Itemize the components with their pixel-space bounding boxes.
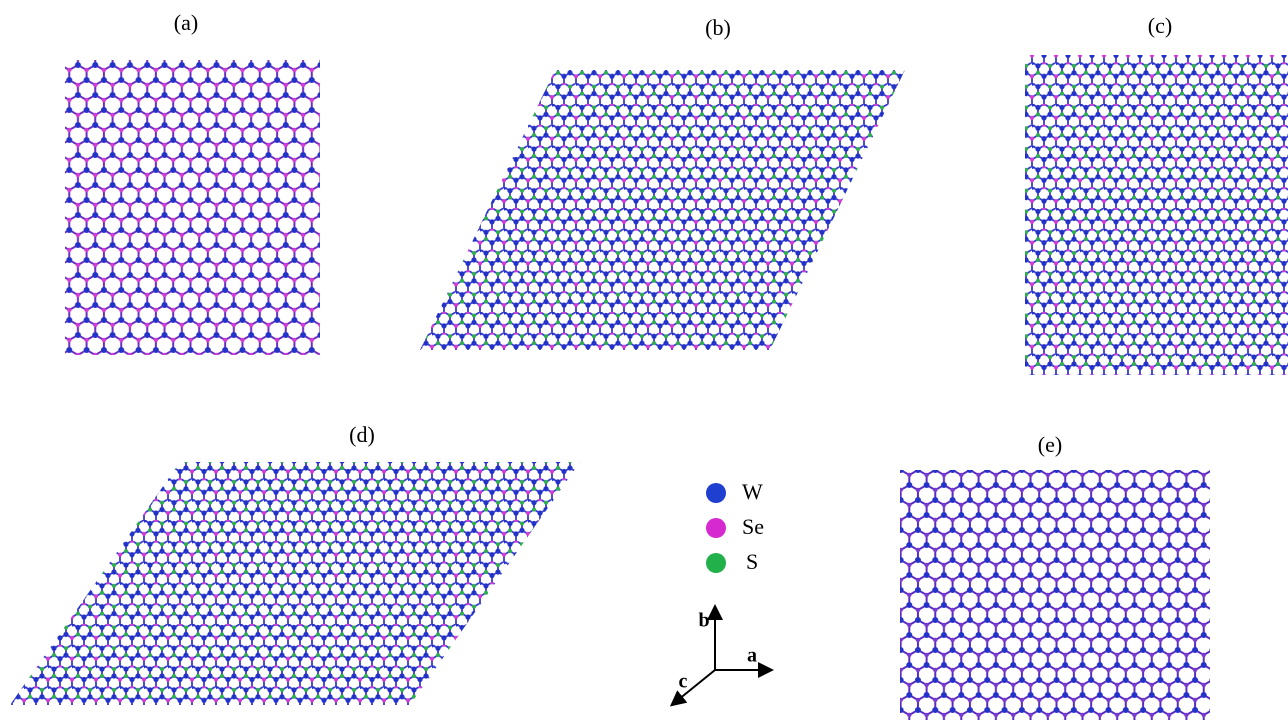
legend-label: W (742, 479, 763, 504)
axis-label: a (747, 645, 757, 667)
lattice-c (1025, 55, 1288, 375)
axis-label: c (679, 671, 688, 693)
axis-label: b (698, 610, 709, 632)
legend-label: Se (742, 514, 764, 539)
lattice-d (10, 462, 580, 705)
legend-label: S (746, 549, 758, 574)
legend-swatch (706, 483, 726, 503)
panel-label: (e) (1038, 432, 1062, 457)
lattice-a (65, 60, 320, 355)
figure: (a) (b) (c) (d) (e) W Se S b a c (0, 0, 1288, 726)
lattice-b (420, 70, 905, 350)
legend-swatch (706, 553, 726, 573)
panel-label: (d) (349, 422, 375, 447)
lattice-e (900, 470, 1210, 720)
legend-swatch (706, 518, 726, 538)
panel-label: (b) (705, 15, 731, 40)
panel-label: (c) (1148, 13, 1172, 38)
panel-label: (a) (174, 10, 198, 35)
